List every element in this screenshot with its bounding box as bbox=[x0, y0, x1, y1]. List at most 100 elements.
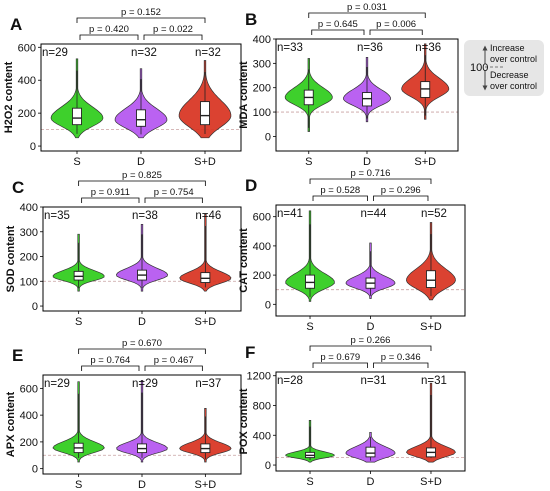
p-value-label: p = 0.754 bbox=[154, 187, 194, 198]
y-tick-label: 200 bbox=[20, 252, 38, 264]
x-tick-label: S+D bbox=[195, 316, 217, 328]
x-tick-label: S bbox=[75, 479, 82, 491]
sample-size-label: n=31 bbox=[421, 375, 447, 387]
plot-frame bbox=[40, 43, 242, 152]
p-value-label: p = 0.467 bbox=[154, 355, 194, 366]
legend-increase-line1: Increase bbox=[490, 43, 525, 53]
sample-size-label: n=36 bbox=[357, 42, 383, 54]
y-tick-label: 600 bbox=[253, 212, 271, 224]
comparison-bracket bbox=[309, 345, 432, 351]
legend-reference-value: 100 bbox=[470, 62, 488, 74]
sample-size-label: n=38 bbox=[132, 210, 158, 222]
p-value-label: p = 0.006 bbox=[376, 19, 416, 30]
y-tick-label: 0 bbox=[265, 131, 271, 143]
comparison-bracket bbox=[312, 362, 368, 368]
x-tick-label: D bbox=[138, 479, 146, 491]
y-tick-label: 400 bbox=[253, 241, 271, 253]
sample-size-label: n=52 bbox=[421, 208, 447, 220]
y-tick-label: 400 bbox=[253, 34, 271, 46]
comparison-bracket bbox=[309, 178, 432, 184]
legend-increase-line2: over control bbox=[490, 54, 537, 64]
x-tick-label: D bbox=[367, 321, 375, 333]
comparison-bracket bbox=[143, 34, 203, 40]
p-value-label: p = 0.266 bbox=[351, 335, 391, 346]
y-axis-label: SOD content bbox=[5, 225, 17, 292]
p-value-label: p = 0.031 bbox=[347, 2, 387, 13]
x-tick-label: S bbox=[306, 321, 313, 333]
comparison-bracket bbox=[144, 197, 203, 203]
sample-size-label: n=29 bbox=[42, 47, 68, 59]
y-tick-label: 400 bbox=[20, 410, 38, 422]
y-axis-label: CAT content bbox=[238, 228, 250, 293]
sample-size-label: n=33 bbox=[277, 42, 303, 54]
x-tick-label: D bbox=[138, 316, 146, 328]
y-axis-label: MDA content bbox=[238, 61, 250, 129]
box-iqr bbox=[426, 270, 436, 288]
comparison-bracket bbox=[369, 29, 423, 35]
comparison-bracket bbox=[373, 362, 429, 368]
x-tick-label: S bbox=[75, 316, 82, 328]
sample-size-label: n=29 bbox=[44, 378, 70, 390]
y-tick-label: 400 bbox=[18, 75, 36, 87]
y-tick-label: 200 bbox=[253, 270, 271, 282]
p-value-label: p = 0.679 bbox=[320, 352, 360, 363]
comparison-bracket bbox=[308, 12, 426, 18]
legend-decrease-line1: Decrease bbox=[490, 70, 529, 80]
comparison-bracket bbox=[78, 348, 206, 354]
y-tick-label: 800 bbox=[253, 400, 271, 412]
x-tick-label: S+D bbox=[194, 156, 216, 168]
plot-frame bbox=[42, 374, 242, 475]
panel-f: Fn=28 Sn=31 Dn=31 S+D 0 400 800 1200 POX content… bbox=[238, 335, 466, 488]
p-value-label: p = 0.346 bbox=[381, 352, 421, 363]
y-tick-label: 0 bbox=[32, 301, 38, 313]
comparison-bracket bbox=[78, 180, 206, 186]
y-tick-label: 1200 bbox=[247, 371, 271, 383]
panel-letter: A bbox=[10, 15, 22, 34]
box-iqr bbox=[365, 446, 376, 458]
legend-box bbox=[464, 40, 544, 96]
reference-legend: 100 Increase over control Decrease over … bbox=[464, 40, 544, 96]
panel-letter: F bbox=[245, 343, 255, 362]
p-value-label: p = 0.152 bbox=[121, 7, 161, 18]
box-iqr bbox=[72, 107, 82, 126]
p-value-label: p = 0.670 bbox=[122, 338, 162, 349]
panel-letter: C bbox=[12, 178, 24, 197]
sample-size-label: n=37 bbox=[195, 378, 221, 390]
box-iqr bbox=[305, 274, 315, 289]
x-tick-label: S+D bbox=[414, 156, 436, 168]
y-tick-label: 400 bbox=[253, 430, 271, 442]
sample-size-label: n=32 bbox=[195, 47, 221, 59]
comparison-bracket bbox=[81, 365, 140, 371]
sample-size-label: n=28 bbox=[277, 375, 303, 387]
p-value-label: p = 0.825 bbox=[122, 170, 162, 181]
plot-frame bbox=[275, 204, 466, 317]
y-tick-label: 300 bbox=[253, 58, 271, 70]
y-tick-label: 400 bbox=[20, 202, 38, 214]
x-tick-label: S bbox=[73, 156, 80, 168]
x-tick-label: S+D bbox=[420, 321, 442, 333]
comparison-bracket bbox=[373, 195, 429, 201]
box-iqr bbox=[136, 109, 146, 127]
p-value-label: p = 0.022 bbox=[153, 24, 193, 35]
comparison-bracket bbox=[76, 17, 206, 23]
p-value-label: p = 0.764 bbox=[90, 355, 130, 366]
panel-letter: B bbox=[245, 10, 257, 29]
sample-size-label: n=36 bbox=[415, 42, 441, 54]
y-axis-label: APX content bbox=[5, 391, 17, 457]
y-tick-label: 200 bbox=[18, 108, 36, 120]
p-value-label: p = 0.911 bbox=[91, 187, 130, 198]
x-tick-label: D bbox=[363, 156, 371, 168]
sample-size-label: n=29 bbox=[132, 378, 158, 390]
sample-size-label: n=35 bbox=[44, 210, 70, 222]
plot-frame bbox=[275, 38, 459, 152]
p-value-label: p = 0.528 bbox=[320, 185, 360, 196]
sample-size-label: n=31 bbox=[361, 375, 387, 387]
y-tick-label: 300 bbox=[20, 227, 38, 239]
sample-size-label: n=32 bbox=[131, 47, 157, 59]
y-tick-label: 0 bbox=[30, 141, 36, 153]
y-tick-label: 0 bbox=[265, 460, 271, 472]
